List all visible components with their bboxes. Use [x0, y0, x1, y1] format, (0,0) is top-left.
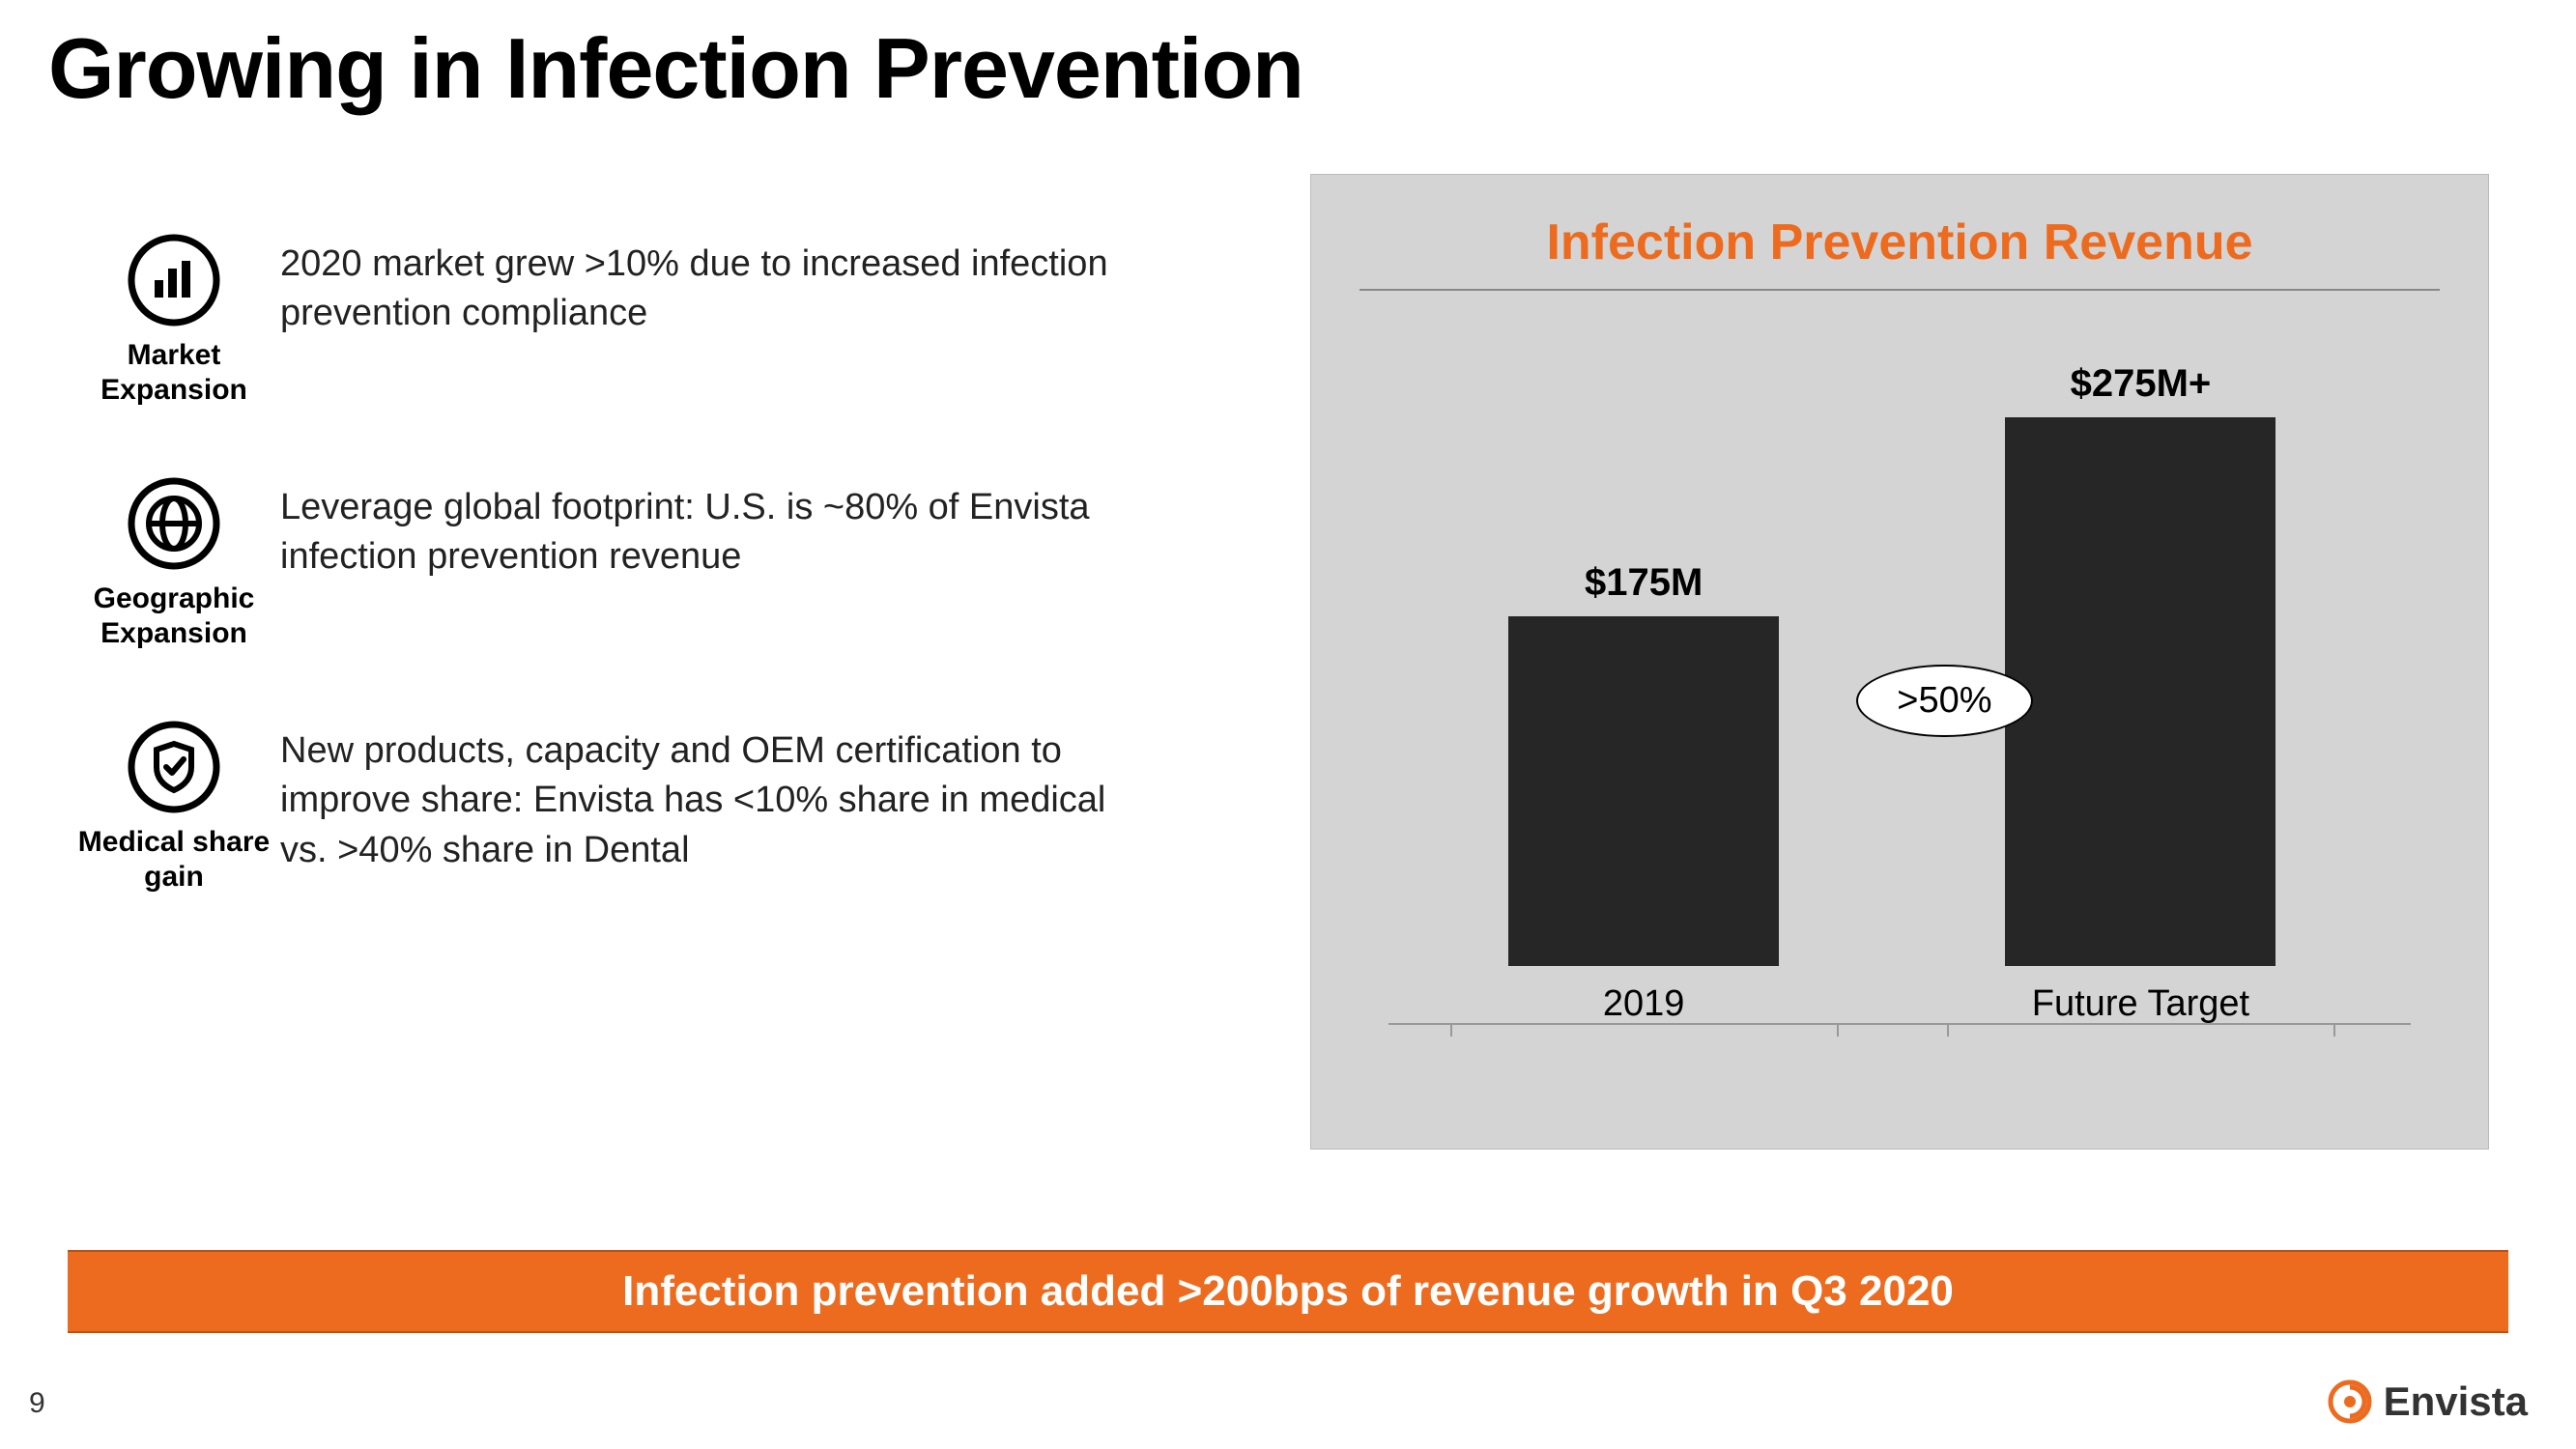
bar-rect: [1508, 616, 1779, 966]
bullet-row: Market Expansion 2020 market grew >10% d…: [68, 232, 1131, 408]
axis-tick: [1947, 1025, 1949, 1037]
icon-label: Market Expansion: [68, 338, 280, 408]
icon-block-geographic: Geographic Expansion: [68, 475, 280, 651]
axis-tick: [2333, 1025, 2335, 1037]
globe-icon: [126, 475, 222, 572]
chart-title: Infection Prevention Revenue: [1360, 213, 2440, 291]
axis-tick: [1450, 1025, 1452, 1037]
bar-category-label: 2019: [1489, 983, 1798, 1025]
slide-title: Growing in Infection Prevention: [48, 19, 1303, 118]
bullet-text: New products, capacity and OEM certifica…: [280, 719, 1131, 875]
bullet-text: 2020 market grew >10% due to increased i…: [280, 232, 1131, 339]
bullet-text: Leverage global footprint: U.S. is ~80% …: [280, 475, 1131, 582]
bar-group: $275M+ Future Target: [1986, 362, 2295, 1025]
growth-callout: >50%: [1856, 665, 2032, 737]
chart-plot-area: $175M 2019 $275M+ Future Target >50%: [1360, 300, 2440, 1093]
bar-category-label: Future Target: [1986, 983, 2295, 1025]
icon-block-market: Market Expansion: [68, 232, 280, 408]
footer-highlight-bar: Infection prevention added >200bps of re…: [68, 1250, 2508, 1333]
envista-mark-icon: [2328, 1379, 2372, 1424]
icon-label: Geographic Expansion: [68, 582, 280, 651]
bar-value-label: $175M: [1489, 561, 1798, 605]
bar-value-label: $275M+: [1986, 362, 2295, 406]
revenue-chart-panel: Infection Prevention Revenue $175M 2019 $2…: [1310, 174, 2489, 1150]
icon-block-medical: Medical share gain: [68, 719, 280, 895]
icon-label: Medical share gain: [68, 825, 280, 895]
shield-icon: [126, 719, 222, 815]
brand-name: Envista: [2384, 1378, 2528, 1425]
brand-logo: Envista: [2328, 1378, 2528, 1425]
bar-group: $175M 2019: [1489, 561, 1798, 1025]
axis-tick: [1837, 1025, 1839, 1037]
bullet-row: Medical share gain New products, capacit…: [68, 719, 1131, 895]
bullet-row: Geographic Expansion Leverage global foo…: [68, 475, 1131, 651]
page-number: 9: [29, 1387, 45, 1420]
bar-rect: [2005, 417, 2275, 966]
bar-chart-icon: [126, 232, 222, 328]
bullets-column: Market Expansion 2020 market grew >10% d…: [68, 232, 1131, 962]
